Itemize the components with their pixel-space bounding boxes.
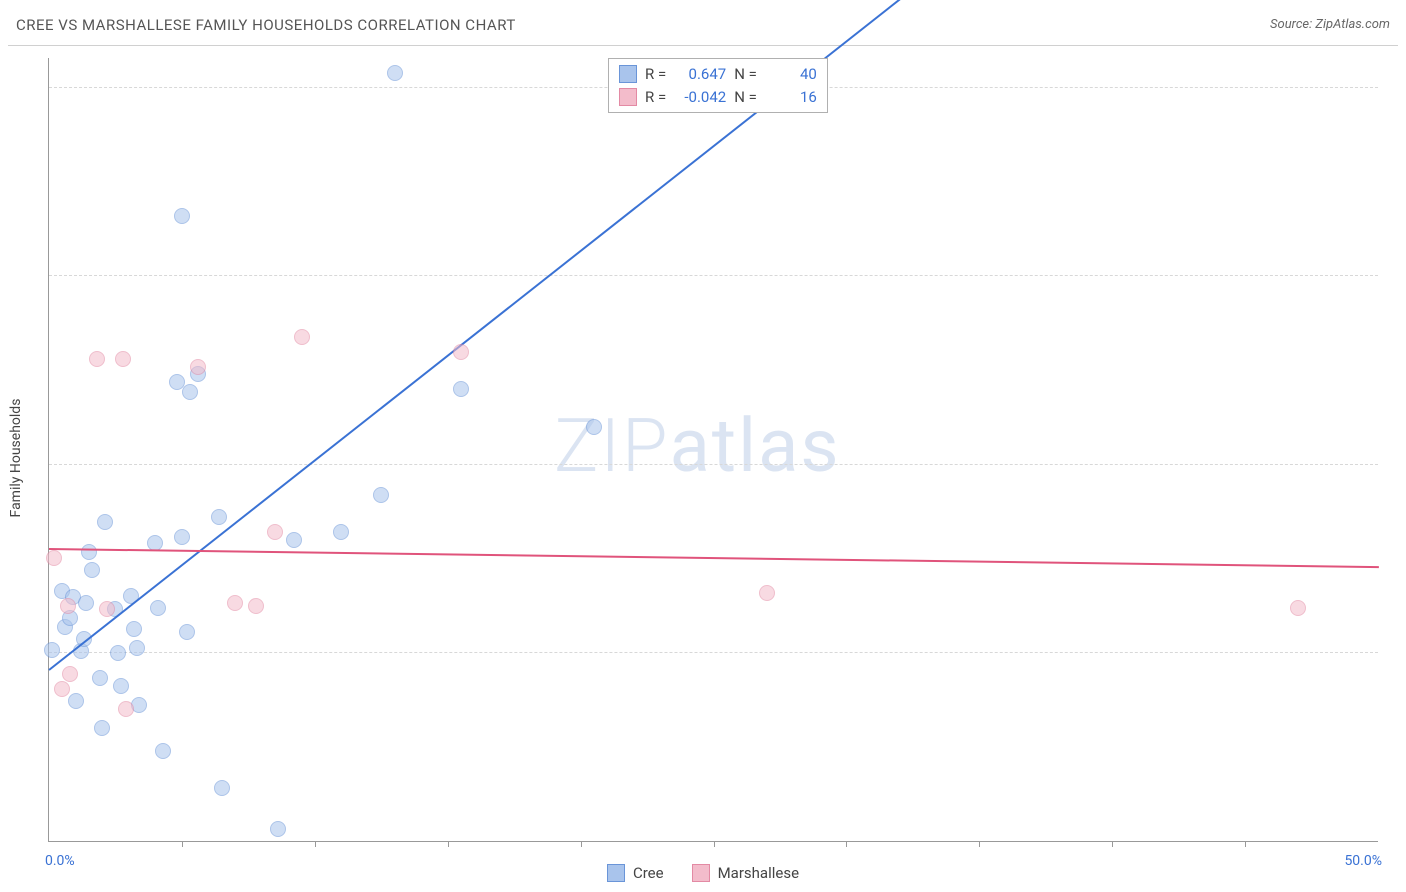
r-label: R = bbox=[645, 86, 666, 109]
x-tick bbox=[714, 841, 715, 847]
n-label: N = bbox=[734, 86, 757, 109]
trend-line bbox=[49, 548, 1379, 568]
series-swatch bbox=[619, 65, 637, 83]
y-tick-label: 62.5% bbox=[1388, 629, 1406, 645]
data-point bbox=[62, 666, 78, 682]
grid-line bbox=[49, 464, 1378, 465]
data-point bbox=[99, 601, 115, 617]
data-point bbox=[54, 681, 70, 697]
watermark-light: atlas bbox=[670, 403, 841, 490]
n-label: N = bbox=[734, 63, 757, 86]
legend-label: Marshallese bbox=[718, 864, 799, 882]
watermark: ZIPatlas bbox=[554, 403, 841, 490]
data-point bbox=[294, 329, 310, 345]
data-point bbox=[759, 585, 775, 601]
data-point bbox=[129, 640, 145, 656]
data-point bbox=[211, 509, 227, 525]
data-point bbox=[286, 532, 302, 548]
y-tick-label: 87.5% bbox=[1388, 252, 1406, 268]
data-point bbox=[84, 562, 100, 578]
r-label: R = bbox=[645, 63, 666, 86]
data-point bbox=[1290, 600, 1306, 616]
x-tick bbox=[1245, 841, 1246, 847]
data-point bbox=[586, 419, 602, 435]
data-point bbox=[78, 595, 94, 611]
data-point bbox=[453, 344, 469, 360]
n-value: 16 bbox=[765, 86, 817, 109]
chart-area: Family Households ZIPatlas 0.0% 50.0% 62… bbox=[48, 58, 1378, 842]
data-point bbox=[44, 642, 60, 658]
series-swatch bbox=[619, 88, 637, 106]
r-value: 0.647 bbox=[674, 63, 726, 86]
legend-item: Cree bbox=[607, 864, 664, 882]
data-point bbox=[190, 359, 206, 375]
data-point bbox=[89, 351, 105, 367]
stats-row: R = -0.042 N = 16 bbox=[619, 86, 817, 109]
x-tick bbox=[315, 841, 316, 847]
data-point bbox=[270, 821, 286, 837]
data-point bbox=[92, 670, 108, 686]
data-point bbox=[60, 598, 76, 614]
r-value: -0.042 bbox=[674, 86, 726, 109]
x-tick bbox=[979, 841, 980, 847]
grid-line bbox=[49, 275, 1378, 276]
data-point bbox=[46, 550, 62, 566]
x-tick bbox=[1112, 841, 1113, 847]
x-tick bbox=[846, 841, 847, 847]
series-legend: Cree Marshallese bbox=[0, 864, 1406, 882]
grid-line bbox=[49, 652, 1378, 653]
data-point bbox=[118, 701, 134, 717]
data-point bbox=[155, 743, 171, 759]
chart-source: Source: ZipAtlas.com bbox=[1270, 17, 1390, 32]
chart-title: CREE VS MARSHALLESE FAMILY HOUSEHOLDS CO… bbox=[16, 16, 516, 34]
data-point bbox=[68, 693, 84, 709]
legend-swatch bbox=[692, 864, 710, 882]
correlation-stats-box: R = 0.647 N = 40 R = -0.042 N = 16 bbox=[608, 58, 828, 113]
data-point bbox=[110, 645, 126, 661]
stats-row: R = 0.647 N = 40 bbox=[619, 63, 817, 86]
data-point bbox=[333, 524, 349, 540]
data-point bbox=[174, 529, 190, 545]
data-point bbox=[179, 624, 195, 640]
legend-item: Marshallese bbox=[692, 864, 799, 882]
x-tick bbox=[182, 841, 183, 847]
data-point bbox=[150, 600, 166, 616]
x-tick bbox=[448, 841, 449, 847]
data-point bbox=[248, 598, 264, 614]
scatter-plot: ZIPatlas 0.0% 50.0% 62.5%75.0%87.5%100.0… bbox=[48, 58, 1378, 842]
data-point bbox=[113, 678, 129, 694]
data-point bbox=[214, 780, 230, 796]
data-point bbox=[94, 720, 110, 736]
y-tick-label: 100.0% bbox=[1388, 64, 1406, 80]
n-value: 40 bbox=[765, 63, 817, 86]
chart-header: CREE VS MARSHALLESE FAMILY HOUSEHOLDS CO… bbox=[8, 10, 1398, 46]
data-point bbox=[453, 381, 469, 397]
watermark-bold: ZIP bbox=[554, 403, 670, 490]
data-point bbox=[97, 514, 113, 530]
x-tick bbox=[581, 841, 582, 847]
data-point bbox=[182, 384, 198, 400]
data-point bbox=[227, 595, 243, 611]
data-point bbox=[174, 208, 190, 224]
y-tick-label: 75.0% bbox=[1388, 441, 1406, 457]
legend-swatch bbox=[607, 864, 625, 882]
data-point bbox=[267, 524, 283, 540]
data-point bbox=[387, 65, 403, 81]
data-point bbox=[115, 351, 131, 367]
legend-label: Cree bbox=[633, 864, 664, 882]
y-axis-label: Family Households bbox=[8, 399, 24, 518]
data-point bbox=[81, 544, 97, 560]
data-point bbox=[126, 621, 142, 637]
data-point bbox=[373, 487, 389, 503]
